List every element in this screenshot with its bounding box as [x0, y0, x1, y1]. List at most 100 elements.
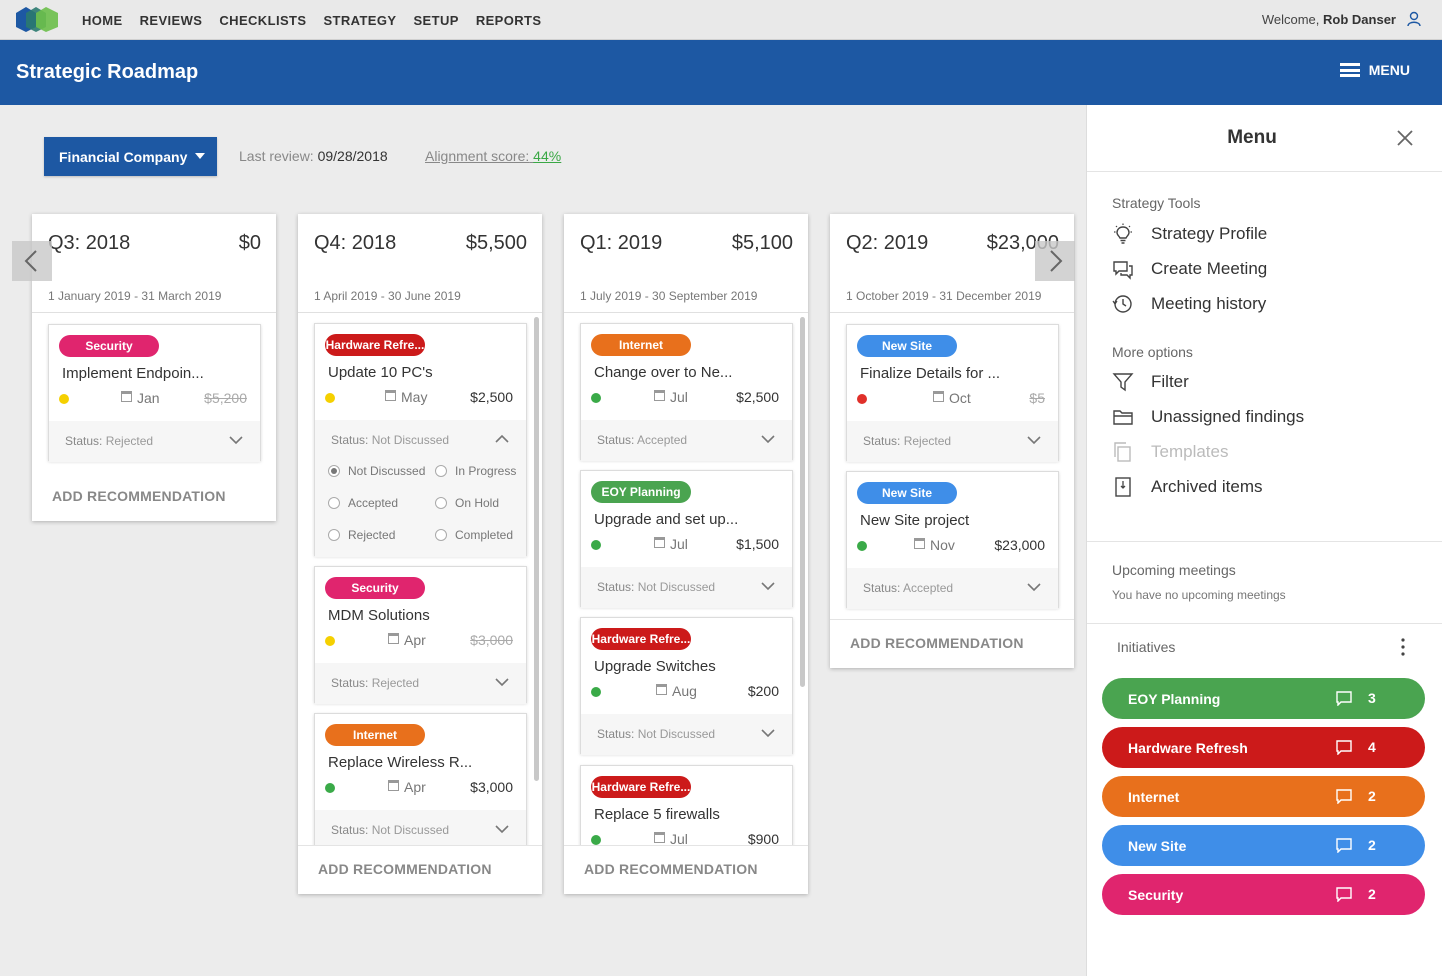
recommendation-card[interactable]: Hardware Refre... Upgrade Switches Aug $… [580, 617, 793, 755]
card-status: Status: Rejected [331, 676, 419, 690]
roadmap-column: Q1: 2019 $5,100 1 July 2019 - 30 Septemb… [564, 214, 808, 894]
archived-items-item[interactable]: Archived items [1112, 476, 1262, 498]
initiative-name: Security [1128, 886, 1184, 903]
menu-item-label: Meeting history [1151, 294, 1267, 313]
status-option-label: Completed [455, 528, 514, 542]
user-icon[interactable] [1406, 11, 1422, 27]
scroll-left-button[interactable] [12, 241, 52, 281]
create-meeting-item[interactable]: Create Meeting [1112, 258, 1267, 280]
recommendation-card[interactable]: Internet Replace Wireless R... Apr $3,00… [314, 713, 527, 845]
status-bar[interactable]: Status: Rejected [315, 663, 526, 704]
status-bar[interactable]: Status: Not Discussed Not Discussed In P… [315, 420, 526, 557]
recommendation-card[interactable]: New Site Finalize Details for ... Oct $5… [846, 324, 1059, 462]
initiative-count: 2 [1368, 886, 1376, 902]
column-scrollbar[interactable] [800, 317, 805, 687]
status-bar[interactable]: Status: Accepted [581, 420, 792, 461]
scroll-right-button[interactable] [1035, 241, 1075, 281]
nav-setup[interactable]: SETUP [413, 12, 459, 28]
initiative-eoy-planning[interactable]: EOY Planning 3 [1102, 678, 1425, 719]
chevron-down-icon[interactable] [228, 432, 244, 448]
status-value: Not Discussed [371, 433, 450, 447]
status-bar[interactable]: Status: Not Discussed [581, 567, 792, 608]
recommendation-card[interactable]: Hardware Refre... Replace 5 firewalls Ju… [580, 765, 793, 845]
radio-icon [328, 529, 340, 541]
nav-home[interactable]: HOME [82, 12, 123, 28]
status-option-not-discussed[interactable]: Not Discussed [328, 464, 425, 478]
column-quarter: Q2: 2019 [846, 232, 929, 254]
menu-button[interactable]: MENU [1339, 62, 1410, 78]
status-option-label: Not Discussed [348, 464, 426, 478]
card-status: Status: Accepted [597, 433, 687, 447]
recommendation-card[interactable]: New Site New Site project Nov $23,000 St… [846, 471, 1059, 609]
chevron-down-icon[interactable] [760, 431, 776, 447]
strategy-profile-item[interactable]: Strategy Profile [1112, 223, 1267, 245]
add-recommendation-button[interactable]: ADD RECOMMENDATION [584, 861, 758, 877]
card-title: MDM Solutions [328, 607, 430, 624]
status-bar[interactable]: Status: Not Discussed [581, 714, 792, 755]
chevron-right-icon [1050, 250, 1063, 272]
card-title: Replace Wireless R... [328, 754, 473, 771]
alignment-score-link[interactable]: Alignment score: 44% [425, 148, 561, 164]
add-recommendation-button[interactable]: ADD RECOMMENDATION [850, 635, 1024, 651]
recommendation-card[interactable]: Security MDM Solutions Apr $3,000 Status… [314, 566, 527, 704]
filter-item[interactable]: Filter [1112, 371, 1189, 393]
status-option-accepted[interactable]: Accepted [328, 496, 398, 510]
company-dropdown[interactable]: Financial Company [44, 137, 217, 176]
status-bar[interactable]: Status: Not Discussed [315, 810, 526, 845]
recommendation-card[interactable]: Security Implement Endpoin... Jan $5,200… [48, 324, 261, 462]
chevron-down-icon[interactable] [760, 725, 776, 741]
column-scrollbar[interactable] [534, 317, 539, 781]
chevron-down-icon[interactable] [1026, 579, 1042, 595]
recommendation-card[interactable]: Hardware Refre... Update 10 PC's May $2,… [314, 323, 527, 557]
card-month: Aug [672, 683, 697, 699]
user-name[interactable]: Rob Danser [1323, 12, 1396, 27]
status-option-completed[interactable]: Completed [435, 528, 513, 542]
nav-checklists[interactable]: CHECKLISTS [219, 12, 307, 28]
templates-item[interactable]: Templates [1112, 441, 1228, 463]
card-cost: $2,500 [736, 389, 779, 405]
strategy-tools-label: Strategy Tools [1112, 195, 1201, 211]
card-month: May [401, 389, 428, 405]
close-icon[interactable] [1396, 129, 1414, 147]
initiative-internet[interactable]: Internet 2 [1102, 776, 1425, 817]
card-cost: $5,200 [204, 390, 247, 406]
nav-strategy[interactable]: STRATEGY [323, 12, 397, 28]
initiative-hardware-refresh[interactable]: Hardware Refresh 4 [1102, 727, 1425, 768]
status-option-in-progress[interactable]: In Progress [435, 464, 516, 478]
column-card-list[interactable]: Hardware Refre... Update 10 PC's May $2,… [298, 313, 542, 845]
chevron-down-icon[interactable] [494, 674, 510, 690]
status-option-on-hold[interactable]: On Hold [435, 496, 499, 510]
logo-icon[interactable] [14, 5, 60, 33]
column-quarter: Q4: 2018 [314, 232, 397, 254]
chevron-up-icon[interactable] [494, 431, 510, 447]
nav-reports[interactable]: REPORTS [475, 12, 542, 28]
more-vertical-icon[interactable] [1401, 638, 1405, 656]
recommendation-card[interactable]: Internet Change over to Ne... Jul $2,500… [580, 323, 793, 461]
meeting-history-item[interactable]: Meeting history [1112, 293, 1266, 315]
add-recommendation-button[interactable]: ADD RECOMMENDATION [318, 861, 492, 877]
chevron-down-icon[interactable] [1026, 432, 1042, 448]
status-bar[interactable]: Status: Rejected [49, 421, 260, 462]
chevron-down-icon[interactable] [760, 578, 776, 594]
add-recommendation-button[interactable]: ADD RECOMMENDATION [52, 488, 226, 504]
initiative-security[interactable]: Security 2 [1102, 874, 1425, 915]
status-option-rejected[interactable]: Rejected [328, 528, 395, 542]
calendar-icon [385, 390, 396, 401]
initiative-name: New Site [1128, 837, 1187, 854]
status-bar[interactable]: Status: Rejected [847, 421, 1058, 462]
status-value: Rejected [371, 676, 420, 690]
unassigned-findings-item[interactable]: Unassigned findings [1112, 406, 1304, 428]
initiative-name: Internet [1128, 788, 1180, 805]
chevron-down-icon[interactable] [494, 821, 510, 837]
card-title: Implement Endpoin... [62, 365, 204, 382]
status-prefix: Status: [331, 676, 369, 690]
recommendation-card[interactable]: EOY Planning Upgrade and set up... Jul $… [580, 470, 793, 608]
card-cost: $200 [747, 683, 779, 699]
initiative-new-site[interactable]: New Site 2 [1102, 825, 1425, 866]
nav-reviews[interactable]: REVIEWS [139, 12, 203, 28]
status-bar[interactable]: Status: Accepted [847, 568, 1058, 609]
comment-icon [1336, 887, 1352, 902]
column-card-list[interactable]: Internet Change over to Ne... Jul $2,500… [564, 313, 808, 845]
initiative-tag: New Site [857, 482, 957, 504]
column-header: Q1: 2019 $5,100 1 July 2019 - 30 Septemb… [564, 214, 808, 313]
